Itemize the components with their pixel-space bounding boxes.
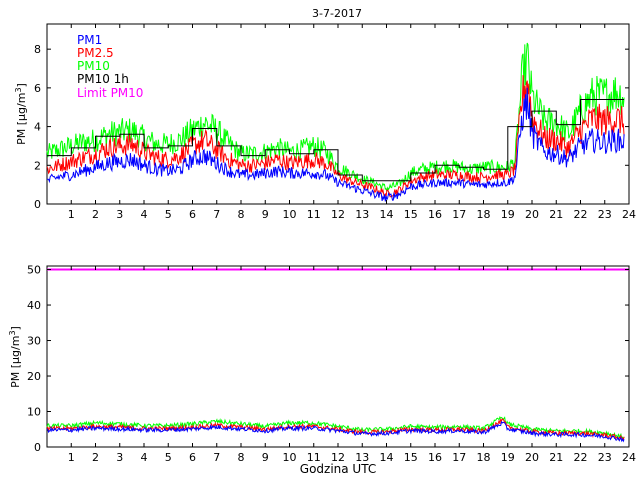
legend-entry-pm10: PM10 (77, 59, 110, 73)
legend-entry-pm25: PM2.5 (77, 46, 114, 60)
bottom-xtick-label: 16 (428, 451, 442, 464)
bottom-xtick-label: 19 (501, 451, 515, 464)
bottom-xtick-label: 12 (331, 451, 345, 464)
top-xtick-label: 18 (477, 208, 491, 221)
bottom-xtick-label: 9 (262, 451, 269, 464)
bottom-chart-ylabel: PM [µg/m3] (8, 326, 22, 388)
top-xtick-label: 7 (213, 208, 220, 221)
top-xtick-label: 10 (283, 208, 297, 221)
bottom-xtick-label: 18 (477, 451, 491, 464)
bottom-chart-ylabel-end: ] (9, 326, 22, 330)
top-chart: 1 2 3 4 5 6 7 8 9 10 11 12 13 14 15 16 17 18 19 20 21 22 23 240… (14, 23, 636, 221)
bottom-ytick-label: 50 (27, 264, 41, 277)
top-ytick-label: 0 (34, 198, 41, 211)
top-xtick-label: 8 (238, 208, 245, 221)
bottom-xtick-label: 11 (307, 451, 321, 464)
bottom-chart-ylabel-sup: 3 (8, 330, 17, 335)
top-xtick-label: 6 (189, 208, 196, 221)
top-xtick-label: 12 (331, 208, 345, 221)
top-chart-legend: PM1 PM2.5 PM10 PM10 1h Limit PM10 (77, 33, 143, 100)
top-xtick-label: 5 (165, 208, 172, 221)
bottom-ytick-label: 20 (27, 370, 41, 383)
bottom-xtick-label: 6 (189, 451, 196, 464)
bottom-xtick-label: 24 (622, 451, 636, 464)
bottom-ytick-label: 40 (27, 299, 41, 312)
bottom-xtick-label: 2 (92, 451, 99, 464)
top-chart-ylabel: PM [µg/m3] (14, 83, 28, 145)
top-xtick-label: 22 (574, 208, 588, 221)
bottom-series-pm1-24h (46, 420, 625, 443)
bottom-xtick-label: 23 (598, 451, 612, 464)
bottom-xtick-label: 15 (404, 451, 418, 464)
bottom-series-pm2-5-24h (46, 418, 625, 441)
top-series-pm10-smoothed (46, 42, 625, 192)
top-xtick-label: 16 (428, 208, 442, 221)
bottom-xtick-label: 20 (525, 451, 539, 464)
top-chart-ticks: 1 2 3 4 5 6 7 8 9 10 11 12 13 14 15 16 17 18 19 20 21 22 23 240… (34, 24, 636, 221)
bottom-xtick-label: 13 (355, 451, 369, 464)
top-xtick-label: 13 (355, 208, 369, 221)
top-xtick-label: 1 (68, 208, 75, 221)
top-ytick-label: 8 (34, 43, 41, 56)
bottom-xtick-label: 8 (238, 451, 245, 464)
top-series-pm1-smoothed (46, 87, 625, 202)
top-xtick-label: 19 (501, 208, 515, 221)
top-chart-ylabel-main: PM [µg/m (15, 93, 28, 145)
bottom-xtick-label: 5 (165, 451, 172, 464)
legend-entry-limit-pm10: Limit PM10 (77, 86, 143, 100)
bottom-chart-xlabel: Godzina UTC (300, 462, 376, 476)
top-chart-ylabel-sup: 3 (14, 87, 23, 92)
bottom-xtick-label: 1 (68, 451, 75, 464)
bottom-ytick-label: 0 (34, 441, 41, 454)
top-xtick-label: 3 (116, 208, 123, 221)
top-xtick-label: 15 (404, 208, 418, 221)
top-xtick-label: 2 (92, 208, 99, 221)
top-series-pm2-5-smoothed (46, 75, 625, 198)
top-xtick-label: 4 (141, 208, 148, 221)
top-chart-ylabel-end: ] (15, 83, 28, 87)
top-xtick-label: 14 (380, 208, 394, 221)
bottom-xtick-label: 14 (380, 451, 394, 464)
bottom-chart-ticks: 1 2 3 4 5 6 7 8 9 10 11 12 13 14 15 16 17 18 19 20 21 22 23 240… (27, 264, 636, 464)
bottom-xtick-label: 21 (549, 451, 563, 464)
top-xtick-label: 20 (525, 208, 539, 221)
top-xtick-label: 23 (598, 208, 612, 221)
bottom-xtick-label: 3 (116, 451, 123, 464)
bottom-xtick-label: 4 (141, 451, 148, 464)
bottom-xtick-label: 22 (574, 451, 588, 464)
bottom-ytick-label: 30 (27, 335, 41, 348)
legend-entry-pm10-1h: PM10 1h (77, 72, 129, 86)
bottom-chart-ylabel-main: PM [µg/m (9, 336, 22, 388)
figure-title: 3-7-2017 (312, 7, 362, 20)
top-series-pm10-1h (47, 99, 625, 182)
bottom-ytick-label: 10 (27, 406, 41, 419)
top-xtick-label: 11 (307, 208, 321, 221)
legend-entry-pm1: PM1 (77, 33, 102, 47)
top-xtick-label: 21 (549, 208, 563, 221)
bottom-xtick-label: 17 (452, 451, 466, 464)
top-chart-series (46, 42, 625, 202)
bottom-xtick-label: 10 (283, 451, 297, 464)
bottom-chart: 1 2 3 4 5 6 7 8 9 10 11 12 13 14 15 16 17 18 19 20 21 22 23 240… (8, 264, 636, 476)
top-xtick-label: 24 (622, 208, 636, 221)
top-ytick-label: 6 (34, 82, 41, 95)
top-ytick-label: 2 (34, 159, 41, 172)
top-xtick-label: 17 (452, 208, 466, 221)
top-xtick-label: 9 (262, 208, 269, 221)
top-ytick-label: 4 (34, 121, 41, 134)
bottom-xtick-label: 7 (213, 451, 220, 464)
